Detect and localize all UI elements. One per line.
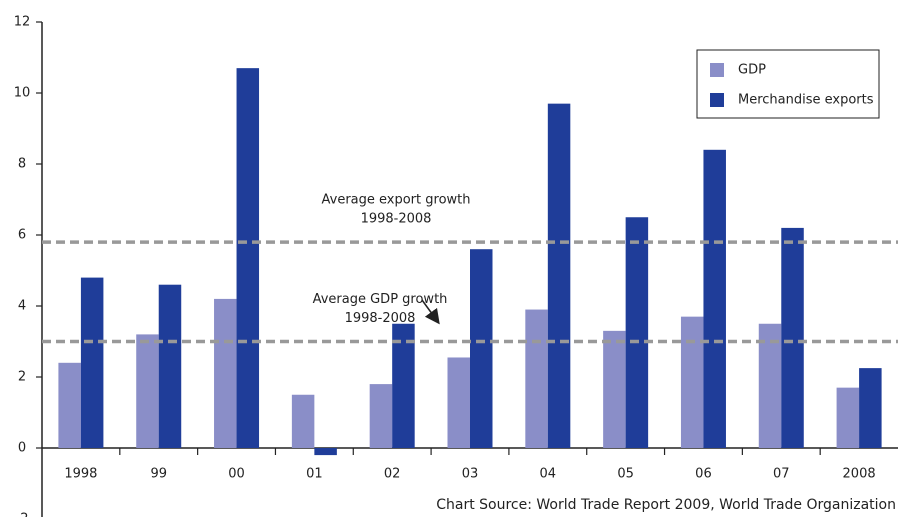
x-tick-label: 00 (228, 467, 245, 482)
x-tick-label: 01 (306, 467, 323, 482)
y-tick-label: 8 (18, 157, 26, 172)
x-tick-label: 02 (384, 467, 401, 482)
bar (680, 316, 704, 448)
reference-label: 1998-2008 (345, 311, 416, 326)
bar (547, 103, 571, 449)
y-tick-label: 0 (18, 441, 26, 456)
source-note: Chart Source: World Trade Report 2009, W… (436, 497, 896, 513)
bar (80, 277, 104, 448)
y-tick-label: 6 (18, 228, 26, 243)
reference-label: 1998-2008 (361, 212, 432, 227)
bar (158, 284, 182, 448)
reference-label: Average export growth (322, 193, 471, 208)
bar (470, 249, 493, 448)
reference-label: Average GDP growth (313, 292, 448, 307)
y-tick-label: 10 (14, 86, 31, 101)
y-tick-label: 12 (14, 15, 31, 30)
x-tick-label: 99 (150, 467, 167, 482)
bar (625, 217, 649, 448)
x-tick-label: 2008 (843, 467, 876, 482)
x-tick-label: 03 (462, 467, 479, 482)
legend-label: Merchandise exports (738, 93, 874, 108)
bar (291, 394, 315, 448)
bar (58, 362, 81, 448)
y-tick-label: -2 (16, 512, 29, 517)
bar (236, 68, 260, 449)
bar (603, 330, 626, 448)
bar (136, 334, 159, 448)
bar (369, 384, 393, 448)
x-tick-label: 07 (773, 467, 790, 482)
bar (314, 448, 337, 456)
bar (859, 368, 882, 448)
legend-swatch (710, 63, 724, 77)
bar (836, 387, 860, 448)
x-tick-label: 06 (695, 467, 712, 482)
annotation-arrow (421, 299, 440, 325)
bar (703, 149, 726, 449)
x-tick-label: 04 (540, 467, 557, 482)
bar (214, 298, 237, 448)
legend-box (696, 49, 880, 119)
x-tick-label: 05 (617, 467, 634, 482)
y-tick-label: 4 (18, 299, 26, 314)
y-tick-label: 2 (18, 370, 26, 385)
legend-label: GDP (738, 63, 766, 78)
bar (781, 227, 804, 448)
bar (447, 357, 470, 448)
x-tick-label: 1998 (64, 467, 97, 482)
bar (758, 323, 782, 448)
bar (525, 309, 548, 448)
bar (392, 323, 415, 448)
legend-swatch (710, 93, 724, 107)
